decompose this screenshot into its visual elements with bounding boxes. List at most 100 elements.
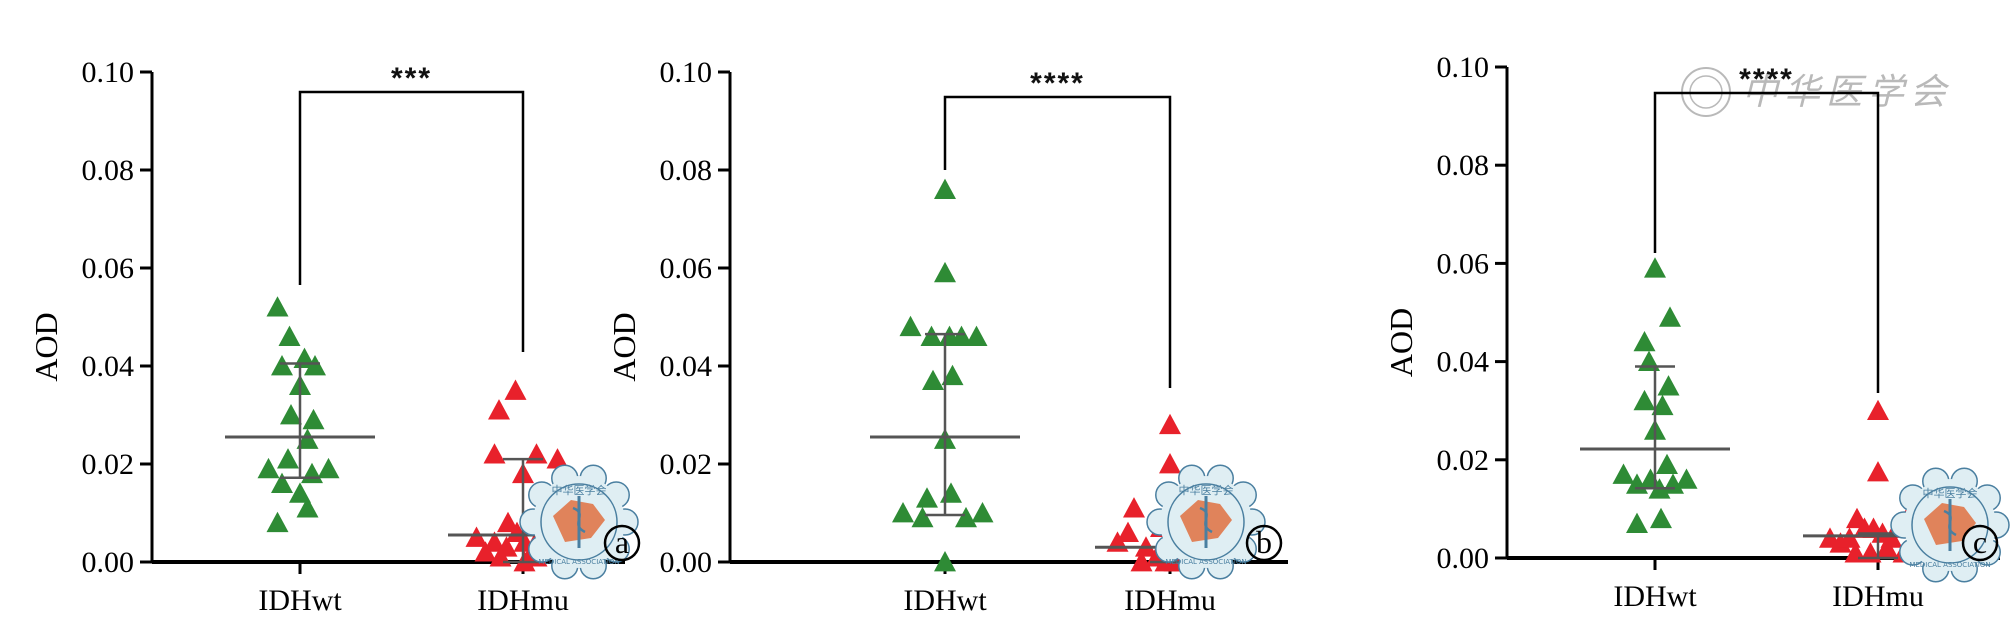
idhwt-point bbox=[971, 502, 994, 523]
idhwt-point bbox=[934, 551, 956, 572]
significance-bracket bbox=[943, 95, 1172, 388]
seal-serpent bbox=[572, 506, 586, 534]
y-axis-label: AOD bbox=[28, 312, 64, 381]
y-tick-label: 0.00 bbox=[660, 546, 713, 579]
idhmu-point bbox=[1876, 537, 1898, 558]
significance-bracket bbox=[1653, 91, 1880, 393]
idhmu-point bbox=[1159, 413, 1181, 435]
y-tick-label: 0.02 bbox=[660, 448, 713, 481]
idhwt-point bbox=[277, 448, 299, 469]
idhmu-point bbox=[488, 399, 510, 420]
idhwt-point bbox=[296, 497, 319, 518]
idhmu-point bbox=[1159, 453, 1181, 474]
y-tick-label: 0.10 bbox=[660, 56, 713, 89]
idhmu-point bbox=[497, 511, 519, 533]
idhwt-point bbox=[1612, 463, 1635, 484]
idhwt-point bbox=[1644, 257, 1666, 278]
idhwt-point bbox=[317, 457, 340, 479]
idhwt-point bbox=[266, 296, 289, 317]
panel-letter: b bbox=[1256, 524, 1272, 560]
y-tick-label: 0.08 bbox=[82, 154, 135, 187]
idhwt-point bbox=[950, 325, 973, 346]
idhmu-point bbox=[465, 526, 488, 547]
y-tick-label: 0.06 bbox=[82, 252, 135, 285]
idhmu-point bbox=[1838, 527, 1861, 548]
idhwt-point bbox=[1651, 394, 1674, 416]
idhmu-point bbox=[474, 541, 497, 562]
idhwt-point bbox=[1626, 512, 1648, 533]
idhmu-point bbox=[483, 443, 506, 464]
chart-panel-a: 0.00 0.02 0.04 0.06 0.08 0.10 AOD IDHwt IDHmu ***… bbox=[28, 56, 641, 617]
idhwt-point bbox=[1659, 306, 1681, 327]
y-tick-label: 0.10 bbox=[82, 56, 135, 89]
seal-serpent bbox=[1943, 509, 1957, 537]
y-tick-label: 0.06 bbox=[1437, 247, 1490, 280]
seal-serpent bbox=[1199, 506, 1213, 534]
seal-top-text: 中华医学会 bbox=[552, 483, 607, 497]
idhmu-point bbox=[1123, 497, 1145, 518]
y-tick-label: 0.04 bbox=[1437, 346, 1490, 379]
idhwt-point bbox=[965, 325, 988, 346]
seal-top-text: 中华医学会 bbox=[1179, 483, 1234, 497]
idhwt-point bbox=[920, 325, 943, 346]
y-tick-label: 0.04 bbox=[82, 350, 135, 383]
x-category-label: IDHwt bbox=[258, 584, 342, 617]
idhmu-point bbox=[546, 448, 569, 469]
panel-letter: a bbox=[615, 524, 629, 560]
association-seal: 中华医学会 MEDICAL ASSOCIATION bbox=[1890, 467, 2010, 583]
idhwt-point bbox=[301, 462, 323, 484]
seal-bottom-text: MEDICAL ASSOCIATION bbox=[538, 558, 619, 566]
seal-ring bbox=[1167, 483, 1245, 561]
idhwt-point bbox=[278, 325, 301, 346]
seal-ring bbox=[1911, 486, 1989, 564]
idhwt-point bbox=[296, 428, 319, 449]
y-tick-label: 0.02 bbox=[1437, 444, 1490, 477]
idhwt-point bbox=[271, 355, 293, 376]
idhwt-point bbox=[1657, 375, 1680, 396]
idhwt-point bbox=[922, 369, 944, 391]
association-seal: 中华医学会 MEDICAL ASSOCIATION bbox=[1146, 464, 1266, 580]
y-tick-label: 0.04 bbox=[660, 350, 713, 383]
chart-panel-c: 0.00 0.02 0.04 0.06 0.08 0.10 AOD IDHwt IDHmu ***… bbox=[1383, 51, 2010, 613]
significance-label: *** bbox=[391, 62, 432, 95]
idhwt-point bbox=[1650, 507, 1672, 529]
idhwt-point bbox=[1675, 468, 1698, 489]
y-tick-label: 0.08 bbox=[1437, 149, 1490, 182]
idhmu-point bbox=[1867, 461, 1889, 482]
x-category-label: IDHwt bbox=[1613, 580, 1697, 613]
idhwt-point bbox=[892, 502, 914, 523]
idhwt-point bbox=[899, 315, 922, 337]
y-tick-label: 0.00 bbox=[82, 546, 135, 579]
y-tick-label: 0.08 bbox=[660, 154, 713, 187]
idhwt-point bbox=[302, 408, 325, 430]
idhmu-point bbox=[504, 379, 527, 400]
idhwt-point bbox=[934, 261, 956, 283]
idhwt-point bbox=[280, 404, 302, 425]
significance-label: **** bbox=[1739, 63, 1794, 96]
y-tick-label: 0.02 bbox=[82, 448, 135, 481]
panel-letter-circle bbox=[1245, 524, 1283, 562]
idhwt-point bbox=[271, 472, 293, 493]
idhwt-point bbox=[934, 178, 956, 199]
seal-ring bbox=[540, 483, 618, 561]
idhwt-point bbox=[257, 457, 280, 479]
idhwt-point bbox=[911, 506, 934, 528]
significance-bracket bbox=[298, 90, 525, 352]
seal-top-text: 中华医学会 bbox=[1923, 486, 1978, 500]
idhwt-point bbox=[266, 511, 289, 533]
idhmu-point bbox=[1867, 399, 1889, 421]
idhmu-point bbox=[1130, 551, 1153, 572]
association-seal: 中华医学会 MEDICAL ASSOCIATION bbox=[519, 464, 639, 580]
idhwt-point bbox=[1633, 330, 1656, 352]
idhwt-point bbox=[1633, 389, 1656, 411]
x-category-label: IDHmu bbox=[1832, 580, 1924, 613]
y-axis-label: AOD bbox=[606, 312, 642, 381]
panel-letter: c bbox=[1973, 524, 1987, 560]
panel-letter-circle bbox=[603, 524, 641, 562]
y-axis-label: AOD bbox=[1383, 308, 1419, 377]
idhmu-point bbox=[525, 443, 548, 464]
idhwt-point bbox=[1656, 453, 1678, 475]
panel-letter-circle bbox=[1961, 524, 1999, 562]
idhmu-point bbox=[483, 531, 506, 552]
